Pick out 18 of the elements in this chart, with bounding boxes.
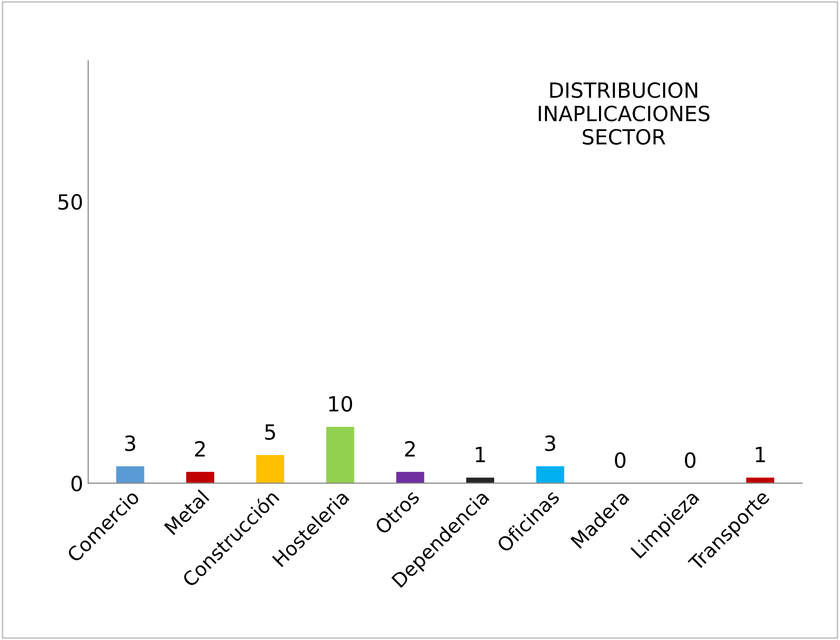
bar [116,466,144,484]
y-tick-label: 50 [58,194,82,210]
bar [536,466,564,484]
bar [326,426,354,484]
data-label: 1 [756,446,765,462]
text: DISTRIBUCION INAPLICACIONES SECTOR [538,82,710,145]
data-label: 3 [545,435,556,452]
data-label: 1 [476,446,485,462]
data-label: 0 [614,452,626,468]
data-label: 0 [684,452,696,468]
data-label: 3 [125,435,136,452]
data-label: 2 [195,441,205,456]
bar [256,455,284,484]
data-label: 2 [405,441,415,456]
bar [186,472,214,484]
data-label: 10 [329,396,352,412]
data-label: 5 [265,424,276,440]
bar [396,472,424,484]
